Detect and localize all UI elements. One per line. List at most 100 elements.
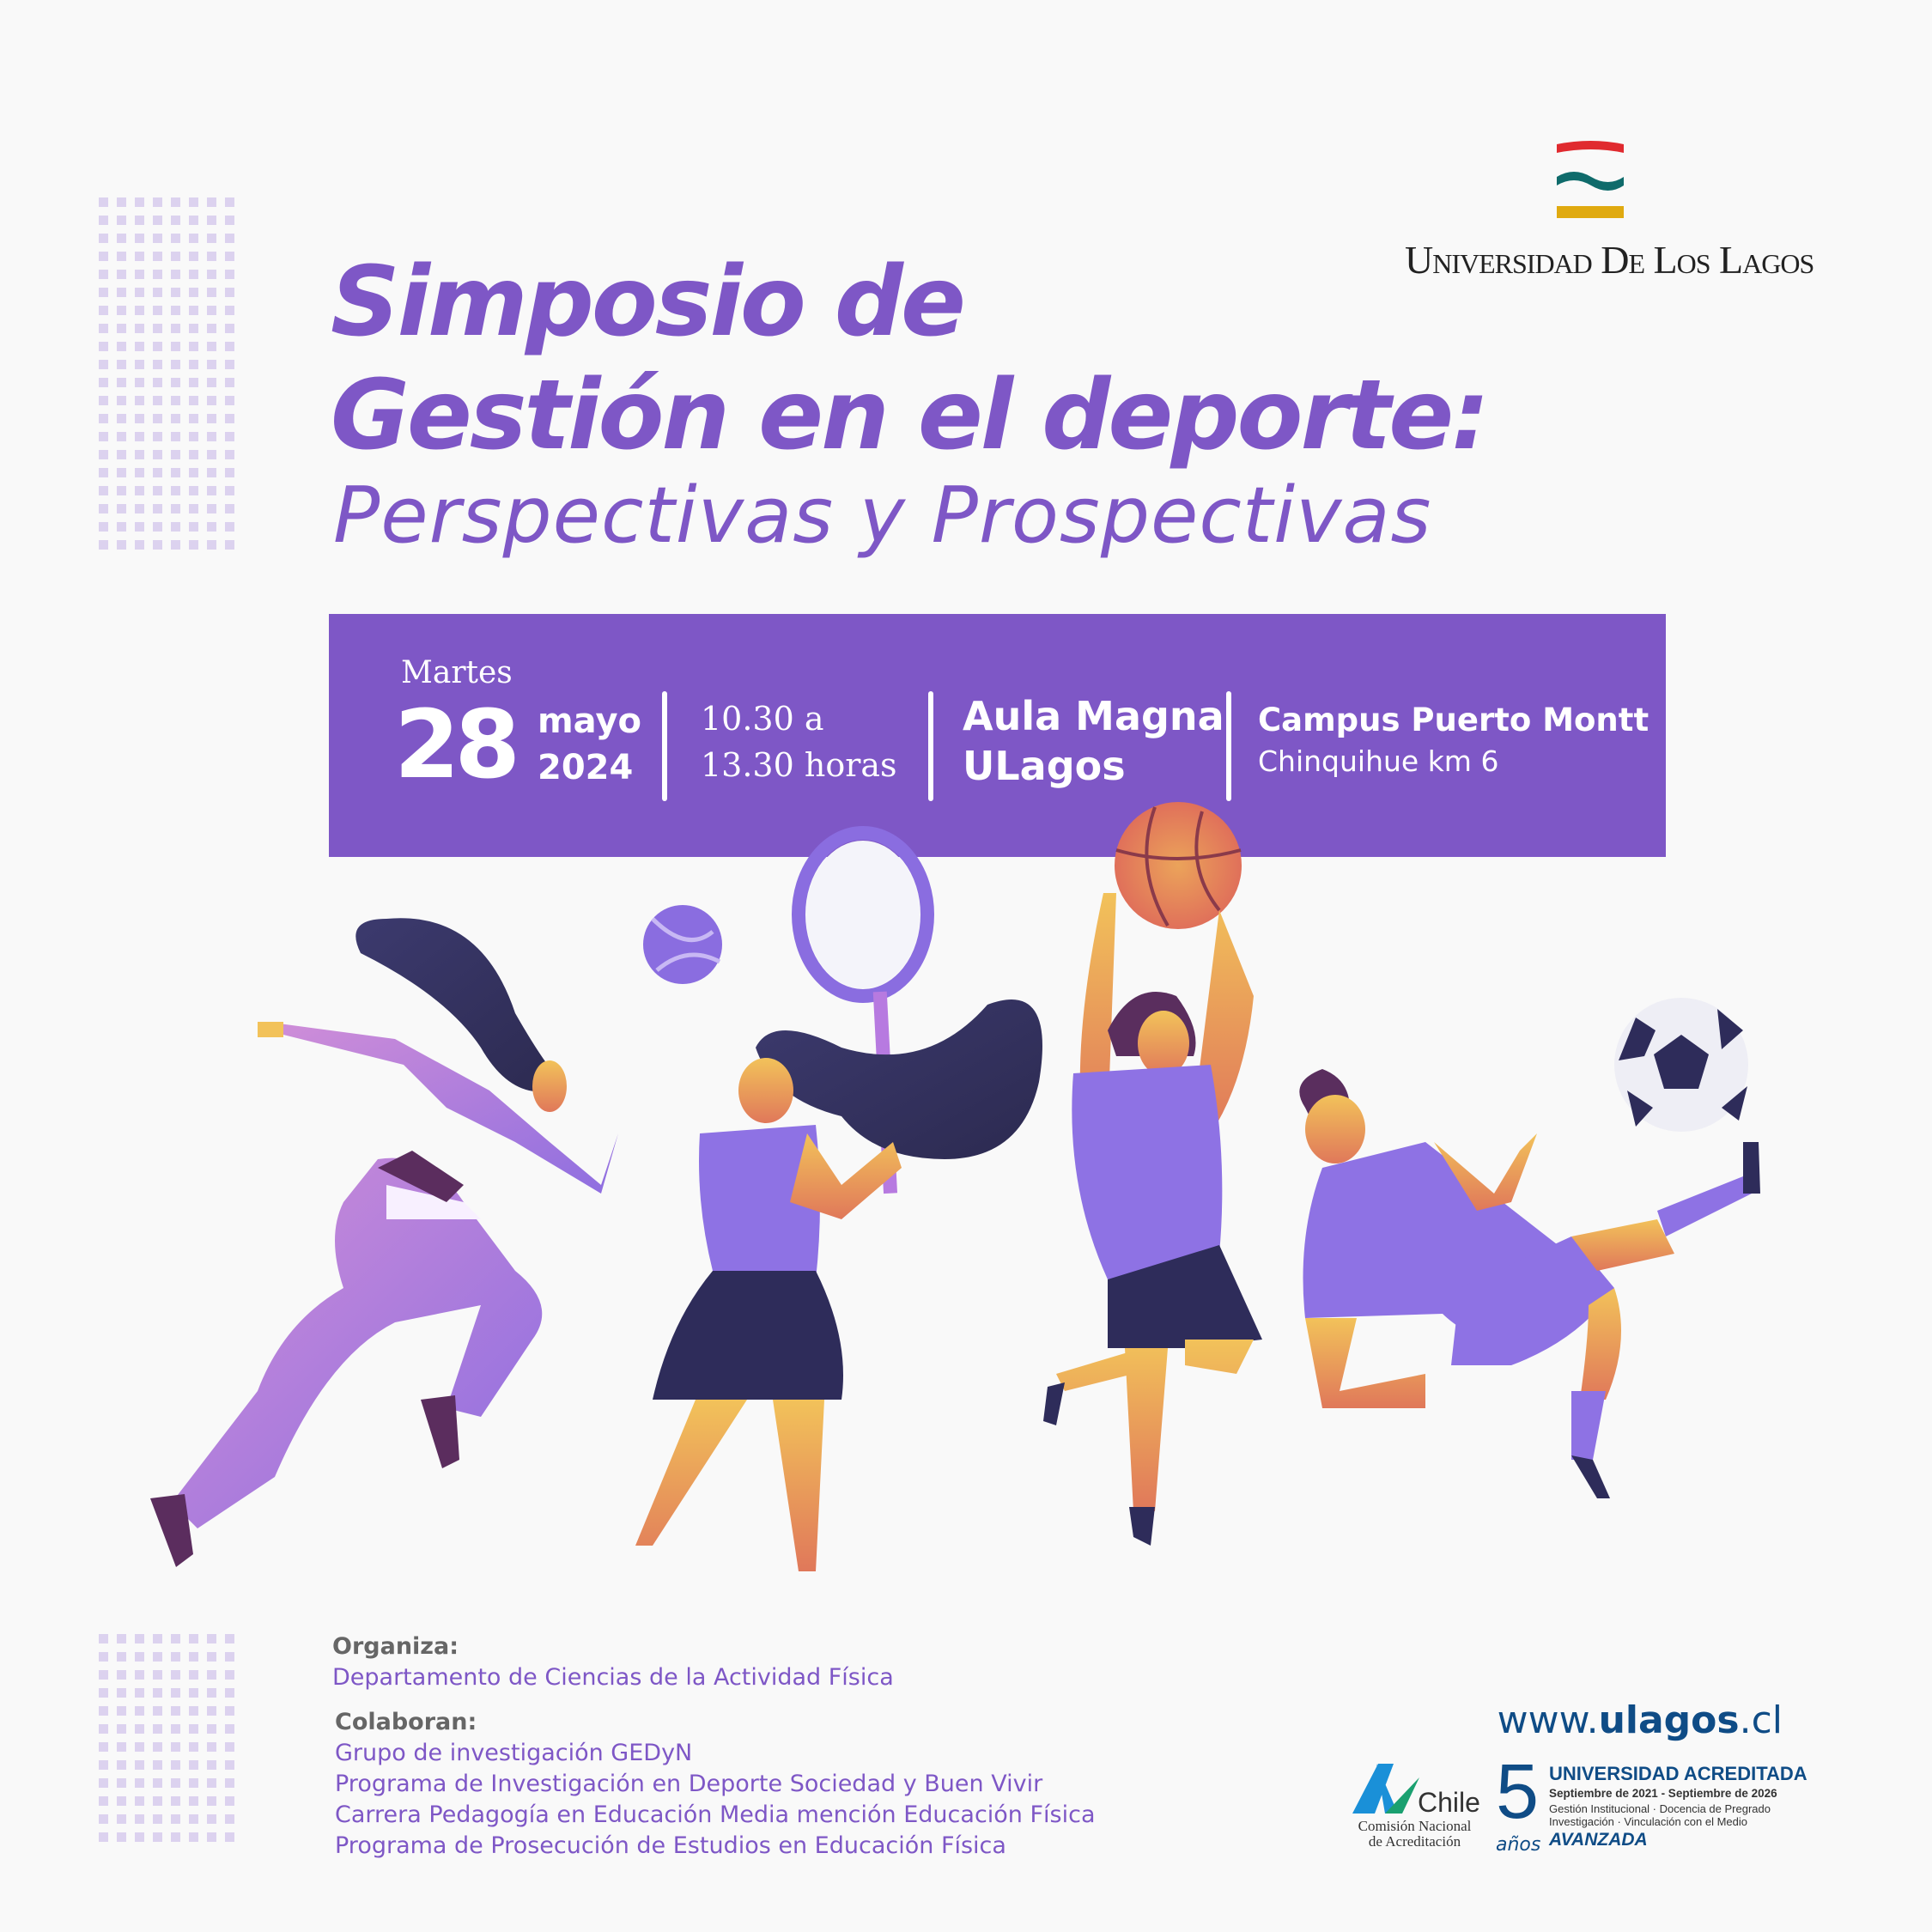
dot bbox=[153, 1634, 162, 1643]
dot bbox=[117, 252, 126, 261]
dot bbox=[207, 252, 216, 261]
dot bbox=[153, 378, 162, 387]
dot bbox=[99, 1688, 108, 1698]
dot bbox=[225, 1724, 234, 1734]
dot bbox=[189, 1670, 198, 1680]
dot bbox=[207, 450, 216, 459]
dot bbox=[135, 270, 144, 279]
dot bbox=[189, 1634, 198, 1643]
dot bbox=[135, 1796, 144, 1806]
dot bbox=[99, 342, 108, 351]
dot bbox=[99, 1724, 108, 1734]
dot bbox=[189, 396, 198, 405]
dot bbox=[171, 360, 180, 369]
dot bbox=[99, 252, 108, 261]
dot bbox=[117, 504, 126, 513]
dot bbox=[207, 360, 216, 369]
dot bbox=[225, 1706, 234, 1716]
dot bbox=[135, 252, 144, 261]
dot bbox=[225, 450, 234, 459]
dot bbox=[99, 1706, 108, 1716]
divider bbox=[662, 691, 667, 801]
collaborator: Carrera Pedagogía en Educación Media men… bbox=[335, 1801, 1096, 1828]
dot bbox=[135, 216, 144, 225]
dot bbox=[135, 1760, 144, 1770]
dot bbox=[207, 324, 216, 333]
accreditation-years: 5 bbox=[1496, 1749, 1540, 1835]
dot bbox=[135, 396, 144, 405]
dot bbox=[225, 1796, 234, 1806]
dot bbox=[189, 1814, 198, 1824]
dot bbox=[207, 1742, 216, 1752]
dot bbox=[153, 1832, 162, 1842]
dot bbox=[189, 504, 198, 513]
dot bbox=[117, 468, 126, 477]
dot bbox=[135, 342, 144, 351]
dot bbox=[207, 270, 216, 279]
dot bbox=[207, 468, 216, 477]
tennis-ball bbox=[643, 905, 722, 984]
dot bbox=[225, 270, 234, 279]
dot bbox=[171, 1796, 180, 1806]
dot bbox=[171, 432, 180, 441]
dot bbox=[117, 342, 126, 351]
dot bbox=[225, 1778, 234, 1788]
dot bbox=[117, 396, 126, 405]
dot bbox=[153, 1670, 162, 1680]
dot bbox=[189, 306, 198, 315]
dot bbox=[117, 540, 126, 550]
cna-name-1: Comisión Nacional bbox=[1358, 1818, 1472, 1834]
dot bbox=[99, 1814, 108, 1824]
subtitle: Perspectivas y Prospectivas bbox=[333, 471, 1432, 561]
dot bbox=[117, 1742, 126, 1752]
dot bbox=[117, 1832, 126, 1842]
cna-logo-text: Chile bbox=[1418, 1787, 1479, 1815]
dot bbox=[225, 414, 234, 423]
dot bbox=[189, 270, 198, 279]
dot bbox=[189, 1742, 198, 1752]
accreditation-level: AVANZADA bbox=[1549, 1830, 1648, 1850]
dot bbox=[207, 1724, 216, 1734]
dot bbox=[117, 450, 126, 459]
dot bbox=[99, 306, 108, 315]
cna-mark-icon: Chile bbox=[1352, 1764, 1479, 1818]
dot bbox=[171, 1742, 180, 1752]
soccer-ball bbox=[1614, 998, 1748, 1132]
dot bbox=[117, 1670, 126, 1680]
dot bbox=[153, 270, 162, 279]
dot bbox=[153, 1724, 162, 1734]
dot bbox=[153, 197, 162, 207]
dot bbox=[207, 432, 216, 441]
dot bbox=[207, 197, 216, 207]
dot bbox=[153, 414, 162, 423]
dot bbox=[117, 522, 126, 532]
dot bbox=[117, 1796, 126, 1806]
dot bbox=[171, 306, 180, 315]
dot bbox=[153, 234, 162, 243]
dot bbox=[171, 197, 180, 207]
dot bbox=[207, 1688, 216, 1698]
dot bbox=[135, 288, 144, 297]
dot bbox=[117, 197, 126, 207]
dot bbox=[99, 414, 108, 423]
dot bbox=[117, 1652, 126, 1662]
dot bbox=[153, 360, 162, 369]
website-suffix: .cl bbox=[1739, 1698, 1783, 1742]
dot bbox=[207, 1706, 216, 1716]
dot bbox=[225, 1688, 234, 1698]
dot bbox=[189, 288, 198, 297]
weekday: Martes bbox=[401, 655, 513, 690]
dot bbox=[171, 1634, 180, 1643]
website-link[interactable]: www.ulagos.cl bbox=[1498, 1698, 1783, 1742]
dot bbox=[171, 342, 180, 351]
dot bbox=[153, 450, 162, 459]
dot bbox=[153, 324, 162, 333]
dot bbox=[225, 1742, 234, 1752]
university-name: Universidad De Los Lagos bbox=[1405, 238, 1814, 282]
dot bbox=[225, 1634, 234, 1643]
dot bbox=[135, 1724, 144, 1734]
dot bbox=[153, 540, 162, 550]
dot bbox=[135, 197, 144, 207]
dot bbox=[207, 342, 216, 351]
